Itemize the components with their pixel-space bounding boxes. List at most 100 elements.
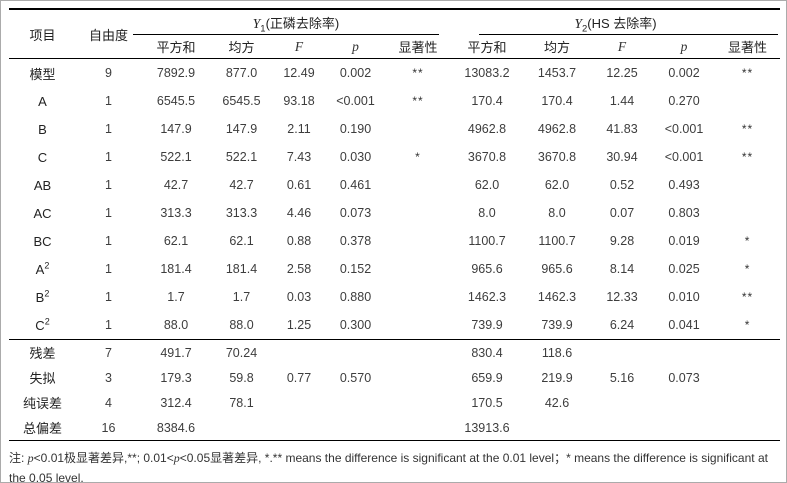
cell-y1-f: 0.77	[286, 370, 312, 385]
col-group-y2: Y2(HS 去除率)	[451, 9, 780, 35]
cell-y1-ms: 62.1	[229, 234, 254, 248]
cell-df: 1	[105, 262, 112, 276]
cell-df: 9	[105, 66, 112, 80]
table-row-a2: A2 1 181.4 181.4 2.58 0.152 965.6 965.6 …	[9, 255, 780, 283]
table-row-b2: B2 1 1.7 1.7 0.03 0.880 1462.3 1462.3 12…	[9, 283, 780, 311]
y2-label: (HS 去除率)	[587, 16, 657, 31]
cell-y2-ss: 1462.3	[467, 290, 507, 304]
cell-y1-f: 4.46	[286, 206, 312, 220]
table-row-ac: AC 1 313.3 313.3 4.46 0.073 8.0 8.0 0.07…	[9, 199, 780, 227]
cell-y2-f: 5.16	[609, 370, 635, 385]
cell-y2-p: 0.041	[668, 318, 700, 332]
cell-y1-ss: 312.4	[160, 395, 192, 410]
cell-y2-sig	[715, 171, 780, 199]
cell-y1-f: 0.61	[286, 178, 312, 192]
cell-y1-p: 0.002	[339, 66, 372, 80]
significance-footnote: 注: p<0.01极显著差异,**; 0.01<p<0.05显著差异, *.**…	[9, 451, 768, 483]
cell-y1-sig	[385, 171, 451, 199]
cell-y1-ms: 181.4	[225, 262, 258, 276]
cell-y1-sig	[385, 390, 451, 415]
cell-y2-p: 0.493	[668, 178, 700, 192]
col-header-y1-sig: 显著性	[385, 35, 451, 59]
cell-df: 7	[105, 345, 112, 360]
table-row-lack-of-fit: 失拟 3 179.3 59.8 0.77 0.570 659.9 219.9 5…	[9, 365, 780, 390]
cell-y2-ms: 170.4	[541, 94, 573, 108]
row-label: 纯误差	[22, 396, 62, 411]
col-header-y2-p: p	[653, 35, 715, 59]
cell-df: 1	[105, 206, 112, 220]
cell-y2-sig	[715, 340, 780, 366]
cell-y2-p	[653, 340, 715, 366]
cell-y1-p: <0.001	[336, 94, 375, 108]
col-header-y2-f: F	[591, 35, 653, 59]
cell-y2-ms: 42.6	[544, 395, 570, 410]
cell-y1-f	[272, 415, 326, 441]
cell-y1-f: 7.43	[286, 150, 312, 164]
cell-y1-sig	[385, 255, 451, 283]
cell-y1-f	[272, 340, 326, 366]
cell-y2-f	[591, 415, 653, 441]
table-row-residual: 残差 7 491.7 70.24 830.4 118.6	[9, 340, 780, 366]
col-header-y1-ss: 平方和	[141, 35, 211, 59]
cell-y1-p: 0.461	[339, 178, 372, 192]
cell-y2-ss: 965.6	[471, 262, 503, 276]
cell-y1-ms: 42.7	[229, 178, 254, 192]
cell-y2-f: 12.33	[606, 290, 638, 304]
cell-y1-ms: 6545.5	[222, 94, 261, 108]
cell-y2-ms: 1453.7	[537, 66, 577, 80]
cell-y2-f: 0.07	[609, 206, 635, 220]
cell-y1-ss: 179.3	[160, 370, 192, 385]
cell-y1-f: 2.11	[287, 122, 311, 136]
cell-y2-sig	[715, 415, 780, 441]
cell-y1-f: 2.58	[286, 262, 312, 276]
cell-y2-ss: 170.5	[471, 395, 503, 410]
cell-y2-ss: 1100.7	[468, 234, 506, 248]
cell-y1-f: 0.88	[286, 234, 312, 248]
col-header-y2-ss: 平方和	[451, 35, 523, 59]
cell-y1-p: 0.378	[339, 234, 372, 248]
cell-y1-ss: 1.7	[167, 290, 185, 304]
table-row-c2: C2 1 88.0 88.0 1.25 0.300 739.9 739.9 6.…	[9, 311, 780, 340]
cell-y1-ms	[211, 415, 272, 441]
row-label: B2	[35, 288, 50, 305]
cell-y1-f	[272, 390, 326, 415]
cell-y2-ms: 1100.7	[538, 234, 576, 248]
cell-y1-sig	[385, 311, 451, 340]
table-row-bc: BC 1 62.1 62.1 0.88 0.378 1100.7 1100.7 …	[9, 227, 780, 255]
cell-y1-sig	[385, 415, 451, 441]
cell-y1-ss: 62.1	[163, 234, 189, 248]
cell-y1-p	[326, 390, 385, 415]
cell-y2-ms: 118.6	[541, 345, 573, 360]
cell-y2-sig: *	[744, 318, 751, 332]
cell-y1-ss: 491.7	[160, 345, 192, 360]
table-row-ab: AB 1 42.7 42.7 0.61 0.461 62.0 62.0 0.52…	[9, 171, 780, 199]
table-row-b: B 1 147.9 147.9 2.11 0.190 4962.8 4962.8…	[9, 115, 780, 143]
cell-y2-f: 41.83	[606, 122, 638, 136]
cell-y1-sig	[385, 199, 451, 227]
cell-y1-sig	[385, 340, 451, 366]
cell-y2-ss: 659.9	[471, 370, 503, 385]
cell-y1-p	[326, 340, 385, 366]
y2-symbol: Y2	[574, 16, 588, 35]
cell-y2-ss: 8.0	[478, 206, 496, 220]
row-label: 残差	[29, 346, 56, 361]
cell-y2-f: 0.52	[609, 178, 635, 192]
cell-y2-sig	[715, 390, 780, 415]
cell-y2-ms: 1462.3	[537, 290, 577, 304]
cell-y2-sig	[715, 87, 780, 115]
cell-y1-p: 0.073	[339, 206, 372, 220]
cell-y1-p	[326, 415, 385, 441]
row-label: B	[38, 121, 47, 137]
cell-y2-f: 1.44	[609, 94, 635, 108]
cell-y2-ss: 4962.8	[467, 122, 507, 136]
cell-y1-sig: **	[412, 94, 424, 108]
col-header-y1-f: F	[272, 35, 326, 59]
row-label: A	[38, 93, 47, 109]
cell-y2-ms: 219.9	[541, 370, 573, 385]
cell-y1-p: 0.570	[339, 370, 372, 385]
cell-y1-f: 12.49	[283, 66, 315, 80]
cell-y2-p: 0.803	[668, 206, 700, 220]
cell-y1-p: 0.030	[339, 150, 372, 164]
cell-y2-p: 0.073	[668, 370, 700, 385]
cell-y2-ss: 62.0	[474, 178, 500, 192]
